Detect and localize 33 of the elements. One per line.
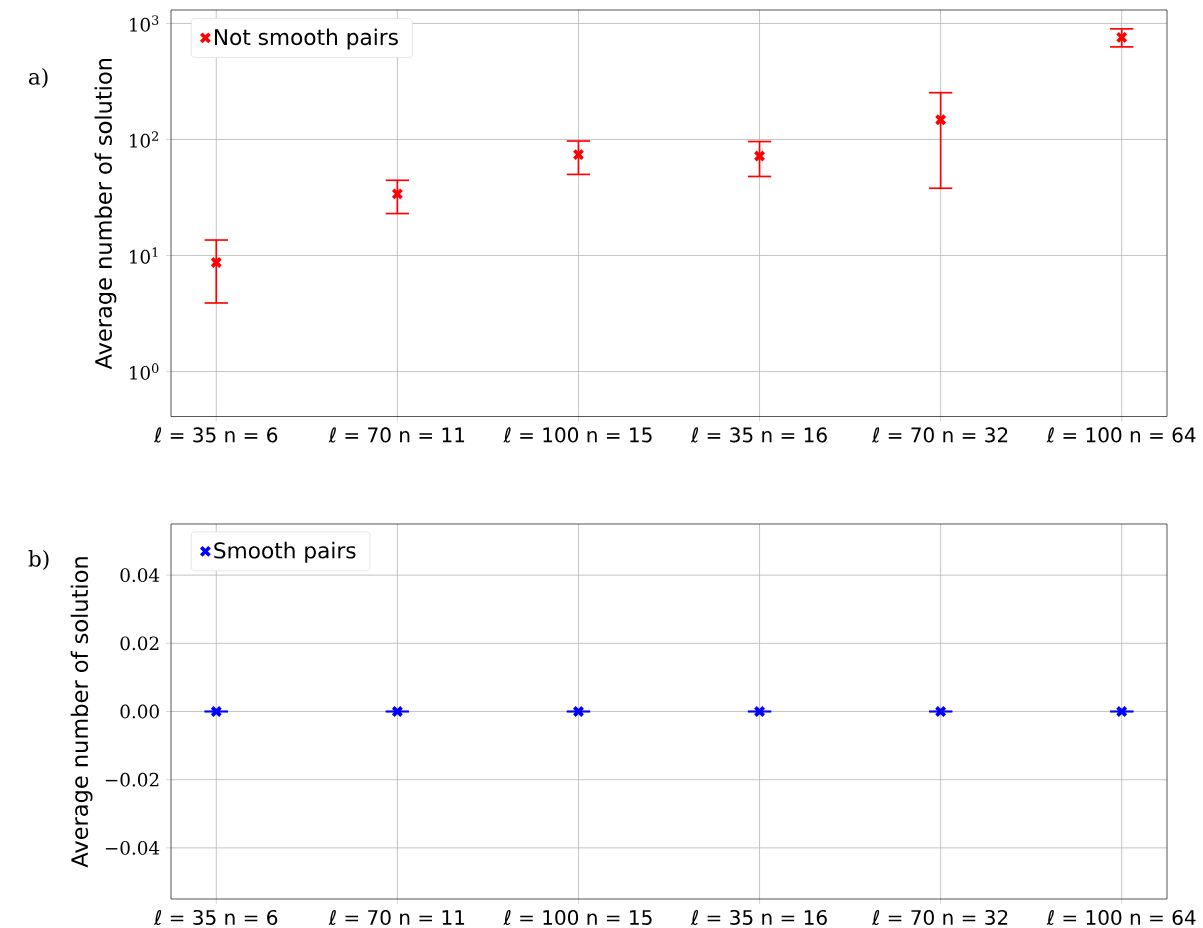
- x-tick-label: ℓ = 100 n = 15: [503, 909, 652, 926]
- y-tick-label: 10$^{0}$: [130, 363, 159, 380]
- text: b): [28, 550, 49, 570]
- x-tick-label: ℓ = 35 n = 6: [153, 427, 278, 443]
- x-tick-label: ℓ = 100 n = 64: [1046, 427, 1196, 443]
- y-tick-label: −0.04: [105, 840, 160, 855]
- x-tick-label: ℓ = 100 n = 64: [1046, 909, 1196, 926]
- point: [210, 256, 223, 269]
- text: a): [28, 68, 48, 88]
- point: [1115, 31, 1128, 44]
- y-tick-label: −0.02: [105, 772, 159, 787]
- x-tick-label: ℓ = 70 n = 32: [871, 427, 1008, 443]
- point: [572, 148, 585, 161]
- x-tick-label: ℓ = 70 n = 32: [871, 909, 1008, 926]
- x-tick-label: ℓ = 70 n = 11: [328, 909, 465, 926]
- x-tick-label: ℓ = 35 n = 6: [153, 909, 278, 926]
- y-axis-title: Average number of solution: [70, 557, 93, 868]
- legend-label: Not smooth pairs: [214, 28, 398, 50]
- y-axis-title: Average number of solution: [94, 58, 117, 370]
- x-tick-label: ℓ = 35 n = 16: [690, 909, 827, 926]
- point: [753, 150, 766, 163]
- legend-label: Smooth pairs: [214, 541, 356, 563]
- y-tick-label: 10$^{2}$: [130, 131, 159, 148]
- point: [934, 113, 947, 126]
- y-tick-label: 0.04: [120, 568, 160, 583]
- y-tick-label: 0.00: [120, 704, 159, 719]
- y-tick-label: 10$^{1}$: [130, 247, 158, 264]
- y-tick-label: 10$^{3}$: [130, 15, 159, 32]
- y-tick-label: 0.02: [120, 636, 159, 651]
- x-tick-label: ℓ = 100 n = 15: [503, 427, 652, 443]
- point: [391, 187, 404, 200]
- x-tick-label: ℓ = 35 n = 16: [690, 427, 827, 443]
- x-tick-label: ℓ = 70 n = 11: [328, 427, 465, 443]
